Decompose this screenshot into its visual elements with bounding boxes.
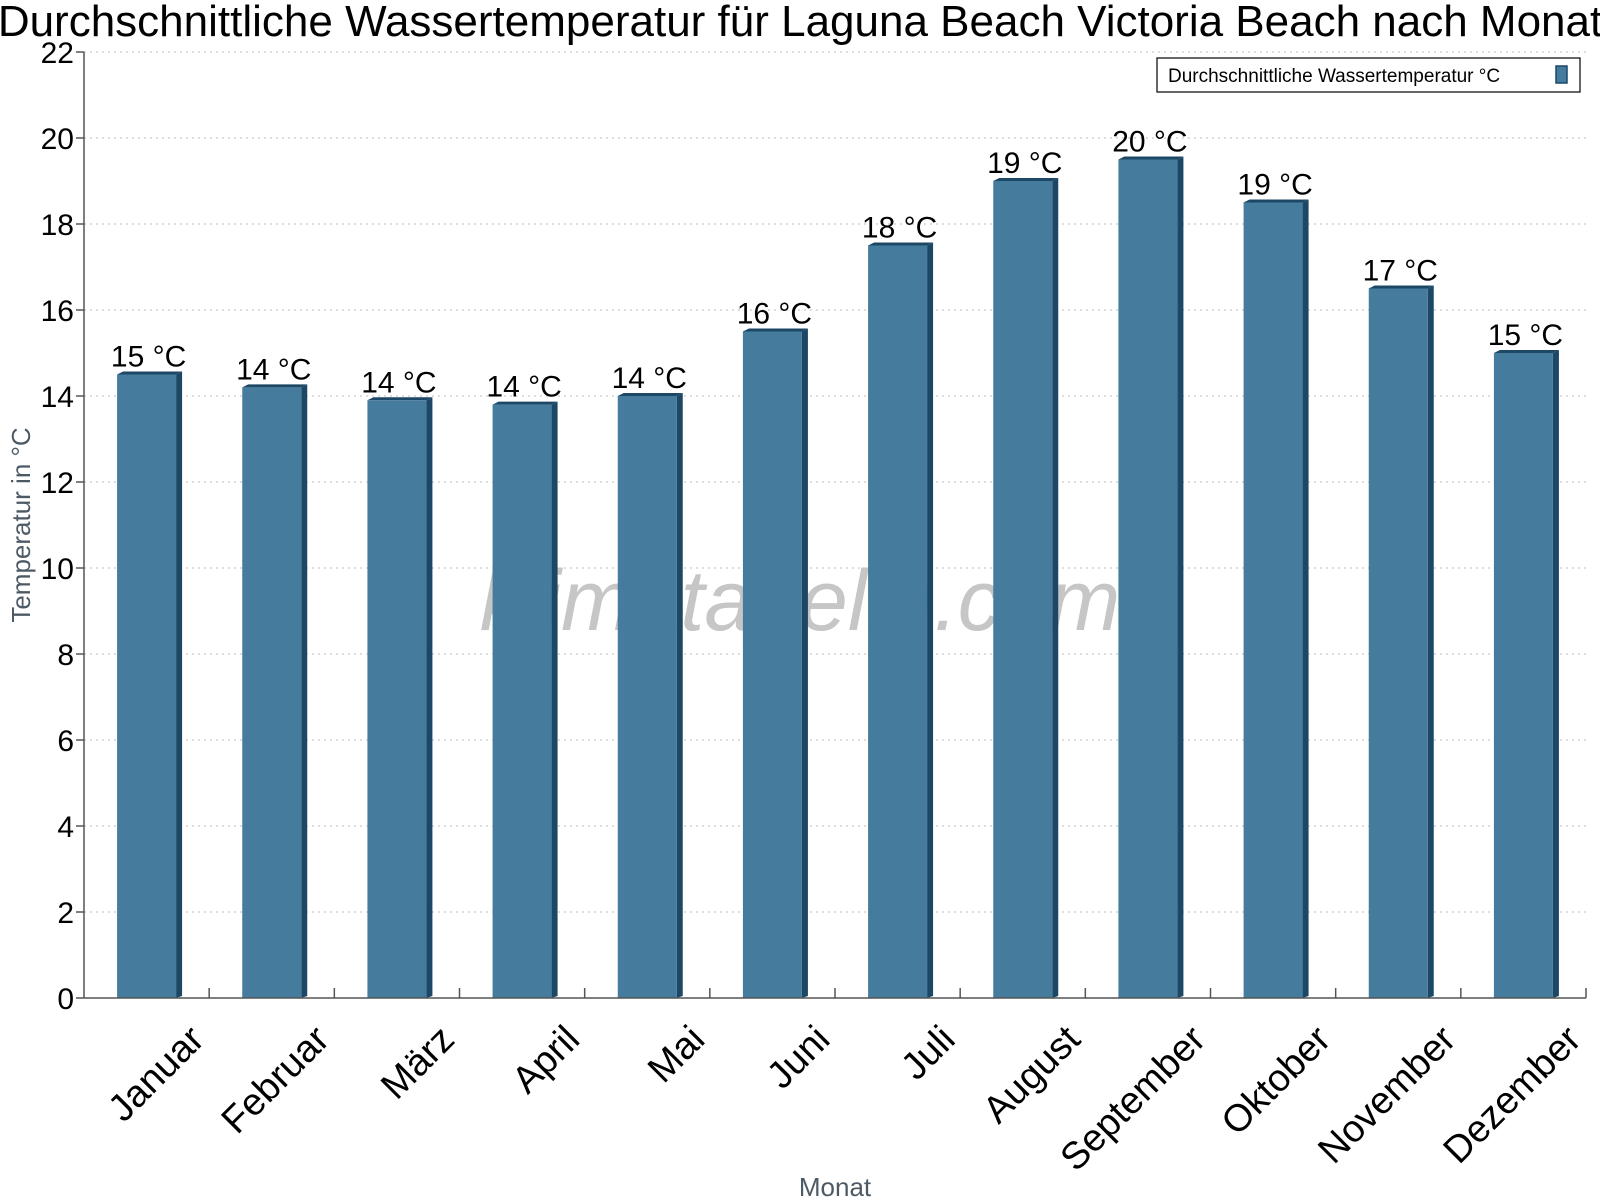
y-tick-label: 4	[57, 811, 74, 844]
y-axis-title: Temperatur in °C	[6, 427, 36, 622]
x-tick-label: Februar	[214, 1018, 338, 1142]
x-tick-label: März	[373, 1018, 462, 1107]
data-label: 16 °C	[737, 298, 812, 331]
y-tick-label: 0	[57, 983, 74, 1016]
bar-side	[1427, 285, 1434, 998]
x-tick-label: Mai	[640, 1018, 713, 1091]
y-tick-label: 22	[41, 37, 74, 70]
data-label: 15 °C	[1488, 319, 1563, 352]
bar-top	[1368, 285, 1434, 289]
bar-top	[993, 178, 1059, 181]
x-tick-label: Juli	[893, 1018, 963, 1088]
bar	[1368, 288, 1428, 998]
y-tick-label: 16	[41, 295, 74, 328]
bar-top	[868, 242, 934, 246]
bar	[492, 404, 552, 999]
bar-top	[492, 401, 558, 405]
legend-swatch	[1555, 65, 1568, 84]
x-axis-title: Monat	[799, 1172, 872, 1200]
bar	[1118, 159, 1178, 998]
bar-side	[1552, 350, 1559, 998]
y-tick-labels: 0 2 4 6 8 10 12 14 16 18 20 22	[41, 37, 84, 1016]
legend-label: Durchschnittliche Wassertemperatur °C	[1168, 66, 1500, 87]
data-label: 14 °C	[361, 366, 436, 399]
bar-top	[742, 328, 808, 332]
bar-side	[1302, 199, 1309, 998]
x-tick-label: April	[504, 1018, 587, 1101]
bar	[242, 387, 302, 998]
y-tick-label: 8	[57, 639, 74, 672]
bar-top	[367, 397, 433, 401]
bar-top	[1243, 199, 1309, 203]
data-label: 14 °C	[486, 371, 561, 404]
y-tick-label: 20	[41, 123, 74, 156]
bar-top	[1493, 350, 1559, 353]
x-tick-label: Oktober	[1214, 1018, 1340, 1144]
bar	[117, 374, 177, 998]
x-tick-label: Januar	[101, 1018, 213, 1130]
bar-side	[927, 242, 934, 998]
bar-side	[801, 328, 808, 998]
bar-side	[301, 384, 308, 998]
bar	[742, 331, 802, 998]
data-label: 15 °C	[111, 341, 186, 374]
y-tick-label: 10	[41, 553, 74, 586]
data-label: 19 °C	[987, 147, 1062, 180]
data-label: 18 °C	[862, 212, 937, 245]
bars	[117, 156, 1559, 999]
bar-side	[426, 397, 433, 998]
legend: Durchschnittliche Wassertemperatur °C	[1156, 57, 1581, 93]
bar	[1243, 202, 1303, 998]
bar-top	[117, 371, 183, 375]
bar	[868, 245, 928, 998]
data-label: 19 °C	[1237, 169, 1312, 202]
y-tick-label: 14	[41, 381, 74, 414]
gridlines	[84, 51, 1586, 913]
bar-side	[551, 401, 558, 999]
chart-title: Durchschnittliche Wassertemperatur für L…	[0, 0, 1600, 46]
y-tick-label: 2	[57, 897, 74, 930]
data-labels: 15 °C 14 °C 14 °C 14 °C 14 °C 16 °C 18 °C 19 °C…	[111, 126, 1563, 404]
bar-top	[617, 393, 683, 396]
bar-top	[1118, 156, 1184, 160]
y-tick-label: 18	[41, 209, 74, 242]
x-tick-labels: Januar Februar März April Mai Juni Juli AugustS…	[101, 988, 1590, 1179]
legend-box	[1156, 57, 1581, 93]
y-tick-label: 6	[57, 725, 74, 758]
data-label: 14 °C	[236, 353, 311, 386]
bar	[367, 400, 427, 998]
x-tick-label: Juni	[759, 1018, 838, 1097]
data-label: 14 °C	[612, 362, 687, 395]
x-tick-label: August	[975, 1018, 1089, 1132]
bar-side	[1177, 156, 1184, 998]
x-tick-label: Dezember	[1436, 1018, 1590, 1172]
bar	[993, 181, 1053, 998]
bar	[1493, 353, 1553, 998]
data-label: 17 °C	[1363, 255, 1438, 288]
bar	[617, 396, 677, 998]
bar-side	[1052, 178, 1059, 998]
bar-side	[176, 371, 183, 998]
data-label: 20 °C	[1112, 126, 1187, 159]
y-tick-label: 12	[41, 467, 74, 500]
bar-side	[676, 393, 683, 998]
bar-top	[242, 384, 308, 388]
